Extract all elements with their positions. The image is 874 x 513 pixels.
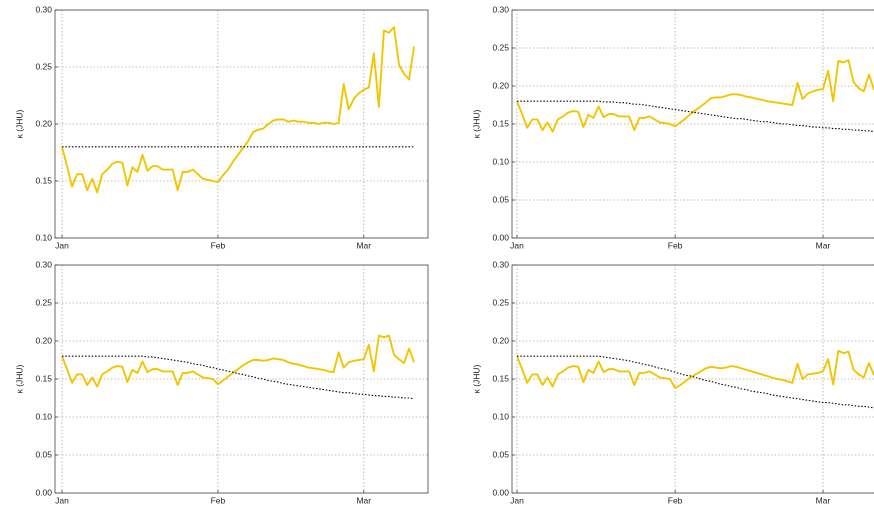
x-tick-label: Jan: [510, 240, 524, 250]
y-tick-label: 0.10: [492, 411, 509, 421]
plot-frame: [54, 9, 429, 239]
y-axis-label: κ (JHU): [471, 364, 481, 393]
x-tick-label: Jan: [55, 495, 69, 505]
y-tick-label: 0.30: [35, 259, 52, 269]
panel: 0.00 0.05 0.10 0.15 0.20 0.25 0.30 Jan Feb Mar κ (…: [471, 4, 874, 250]
y-tick-label: 0.30: [492, 259, 509, 269]
y-tick-label: 0.15: [492, 118, 509, 128]
y-tick-label: 0.30: [492, 4, 509, 14]
x-tick-label: Mar: [356, 240, 371, 250]
panel: 0.00 0.05 0.10 0.15 0.20 0.25 0.30 Jan Feb Mar κ (…: [471, 259, 874, 505]
y-tick-label: 0.05: [492, 194, 509, 204]
y-tick-label: 0.10: [35, 232, 52, 242]
y-tick-label: 0.05: [492, 449, 509, 459]
series-line: [517, 100, 874, 133]
x-tick-label: Feb: [668, 240, 683, 250]
y-tick-label: 0.10: [35, 411, 52, 421]
x-tick-label: Mar: [816, 495, 831, 505]
series-line: [61, 26, 416, 194]
panel: 0.00 0.05 0.10 0.15 0.20 0.25 0.30 Jan Feb Mar κ (…: [14, 259, 429, 505]
y-tick-label: 0.15: [35, 373, 52, 383]
y-axis-label: κ (JHU): [14, 364, 24, 393]
y-tick-label: 0.25: [35, 297, 52, 307]
y-tick-label: 0.00: [35, 487, 52, 497]
y-tick-label: 0.00: [492, 232, 509, 242]
series-line: [517, 355, 874, 409]
x-tick-label: Jan: [55, 240, 69, 250]
panel: 0.10 0.15 0.20 0.25 0.30 Jan Feb Mar κ (JHU): [14, 4, 429, 250]
x-tick-label: Feb: [211, 495, 226, 505]
plot-frame: [511, 9, 874, 239]
x-tick-label: Jan: [510, 495, 524, 505]
y-axis-label: κ (JHU): [14, 109, 24, 138]
x-tick-label: Mar: [816, 240, 831, 250]
y-tick-label: 0.10: [492, 156, 509, 166]
y-tick-label: 0.25: [492, 42, 509, 52]
y-tick-label: 0.30: [35, 4, 52, 14]
series-line: [516, 59, 874, 133]
y-tick-label: 0.20: [492, 335, 509, 345]
plot-frame: [511, 264, 874, 494]
x-tick-label: Feb: [668, 495, 683, 505]
y-tick-label: 0.00: [492, 487, 509, 497]
y-tick-label: 0.20: [35, 118, 52, 128]
y-tick-label: 0.20: [492, 80, 509, 90]
y-tick-label: 0.20: [35, 335, 52, 345]
series-line: [61, 334, 415, 388]
x-tick-label: Mar: [356, 495, 371, 505]
series-line: [62, 355, 415, 400]
y-tick-label: 0.05: [35, 449, 52, 459]
y-tick-label: 0.15: [492, 373, 509, 383]
y-tick-label: 0.15: [35, 175, 52, 185]
y-axis-label: κ (JHU): [471, 109, 481, 138]
plot-frame: [54, 264, 429, 494]
y-tick-label: 0.25: [35, 61, 52, 71]
x-tick-label: Feb: [211, 240, 226, 250]
y-tick-label: 0.25: [492, 297, 509, 307]
series-line: [516, 349, 874, 390]
